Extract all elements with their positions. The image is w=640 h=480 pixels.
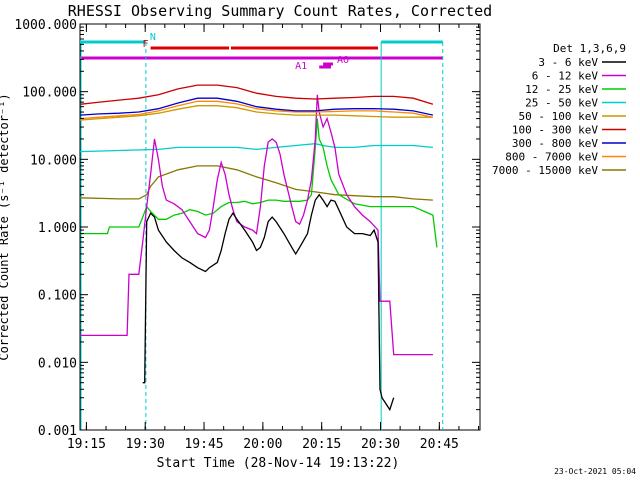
- legend-label-8: 7000 - 15000 keV: [492, 164, 598, 177]
- axes: 0.001 0.010 0.100 1.000 10.000 100.000 1000.00…: [14, 18, 480, 452]
- y-tick-label-5: 100.000: [22, 86, 77, 101]
- y-axis-label: Corrected Count Rate (s⁻¹ detector⁻¹): [0, 93, 11, 360]
- series-300-800-kev: [79, 97, 434, 116]
- x-tick-label-1: 19:30: [126, 437, 165, 452]
- flag-bars: NFAOA1: [80, 32, 443, 72]
- series-3-6-kev: [142, 193, 395, 412]
- series-800-7000-kev: [79, 100, 434, 120]
- legend-label-0: 3 - 6 keV: [538, 56, 598, 69]
- y-tick-label-2: 0.100: [38, 289, 77, 304]
- footer-date: 23-Oct-2021 05:04: [554, 467, 636, 476]
- series-7000-15000-kev: [79, 165, 433, 201]
- x-tick-label-2: 19:45: [184, 437, 223, 452]
- series-100-300-kev: [79, 84, 434, 105]
- x-tick-label-6: 20:45: [420, 437, 459, 452]
- series-12-25-kev: [80, 118, 438, 248]
- x-tick-label-5: 20:30: [361, 437, 400, 452]
- vertical-markers: [80, 42, 444, 430]
- x-axis-label: Start Time (28-Nov-14 19:13:22): [157, 456, 400, 471]
- legend-label-2: 12 - 25 keV: [525, 83, 598, 96]
- series-layer: [79, 84, 438, 412]
- x-tick-label-4: 20:15: [302, 437, 341, 452]
- y-tick-label-6: 1000.000: [14, 18, 77, 33]
- y-tick-label-0: 0.001: [38, 424, 77, 439]
- y-tick-label-4: 10.000: [30, 153, 77, 168]
- legend-label-7: 800 - 7000 keV: [505, 151, 598, 164]
- legend-label-6: 300 - 800 keV: [512, 137, 598, 150]
- legend-label-5: 100 - 300 keV: [512, 124, 598, 137]
- flag-label-N: N: [150, 32, 156, 43]
- legend-label-4: 50 - 100 keV: [519, 110, 599, 123]
- legend-title: Det 1,3,6,9: [553, 42, 626, 55]
- y-tick-label-1: 0.010: [38, 356, 77, 371]
- flag-label-A1: A1: [295, 61, 307, 72]
- series-25-50-kev: [79, 143, 433, 153]
- legend-label-1: 6 - 12 keV: [532, 70, 599, 83]
- series-50-100-kev: [79, 105, 433, 121]
- chart-title: RHESSI Observing Summary Count Rates, Co…: [68, 2, 492, 20]
- series-6-12-kev: [80, 94, 433, 356]
- legend-label-3: 25 - 50 keV: [525, 97, 598, 110]
- y-tick-label-3: 1.000: [38, 221, 77, 236]
- x-tick-label-3: 20:00: [243, 437, 282, 452]
- flag-label-AO: AO: [337, 55, 349, 66]
- x-tick-label-0: 19:15: [67, 437, 106, 452]
